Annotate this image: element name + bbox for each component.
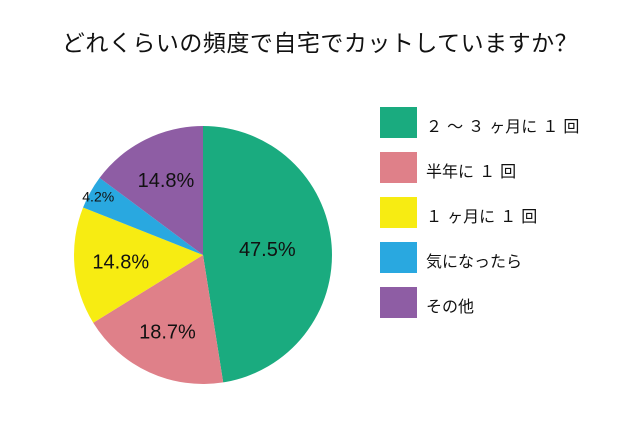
chart-title: どれくらいの頻度で自宅でカットしていますか？ <box>61 31 579 57</box>
legend-swatch <box>380 242 417 273</box>
pie-slice <box>73 207 204 323</box>
legend-swatch <box>380 107 417 138</box>
slice-value-label: 4.2% <box>82 189 114 205</box>
slice-value-label: 18.7% <box>139 321 196 343</box>
legend-swatch <box>380 197 417 228</box>
legend-label: ２ ～ ３ ヶ月に １ 回 <box>426 117 580 136</box>
pie-slice <box>99 126 203 255</box>
pie-slice <box>83 177 203 255</box>
legend-label: 半年に １ 回 <box>426 162 517 181</box>
legend-swatch <box>380 152 417 183</box>
legend-label: その他 <box>426 297 475 316</box>
legend-label: １ ヶ月に １ 回 <box>426 207 538 226</box>
legend-label: 気になったら <box>426 252 523 271</box>
pie-slice <box>203 126 332 383</box>
slice-value-label: 14.8% <box>138 170 195 192</box>
slice-value-label: 14.8% <box>92 251 149 273</box>
pie-slice <box>93 255 224 384</box>
slice-value-label: 47.5% <box>239 239 296 261</box>
legend-swatch <box>380 287 417 318</box>
